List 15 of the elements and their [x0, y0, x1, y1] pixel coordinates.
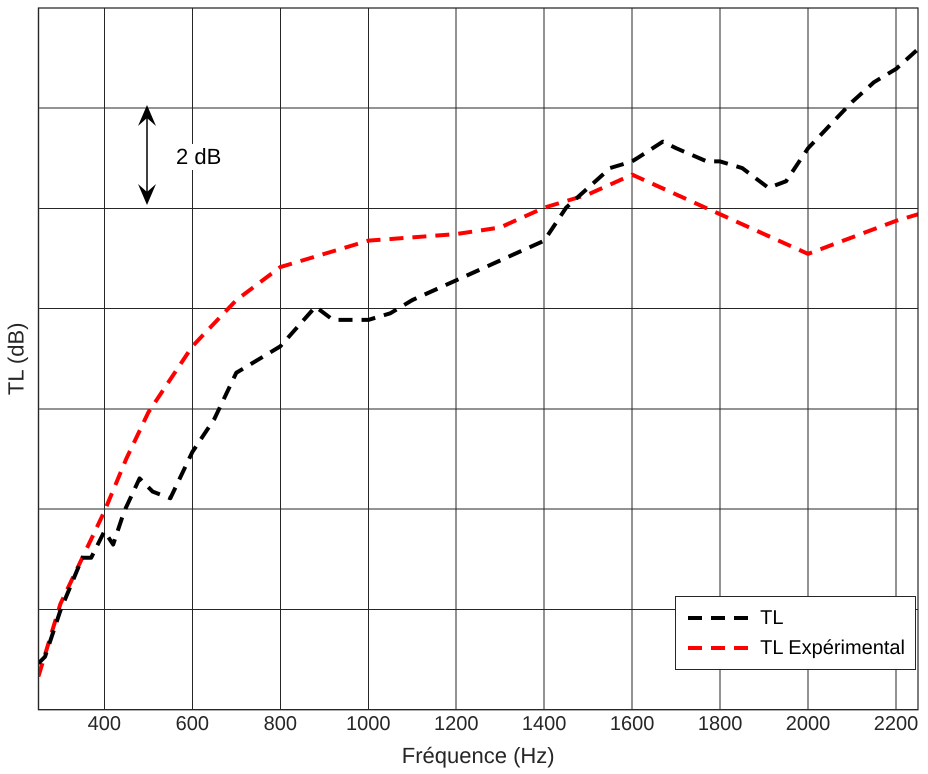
legend-label: TL [760, 606, 784, 631]
x-tick-label: 600 [176, 713, 210, 736]
x-tick-label: 800 [264, 713, 297, 736]
annotation: 2 dB [176, 144, 222, 170]
x-axis-title: Fréquence (Hz) [402, 742, 555, 768]
legend-label: TL Expérimental [760, 636, 905, 661]
x-tick-label: 1000 [346, 713, 390, 736]
x-tick-label: 1800 [698, 713, 742, 736]
x-tick-label: 1400 [522, 713, 566, 736]
x-tick-label: 1600 [610, 713, 654, 736]
x-tick-label: 2000 [786, 713, 830, 736]
y-axis-title: TL (dB) [3, 322, 28, 396]
x-tick-label: 1200 [434, 713, 478, 736]
x-tick-label: 400 [88, 713, 122, 736]
x-tick-label: 2200 [874, 713, 918, 736]
